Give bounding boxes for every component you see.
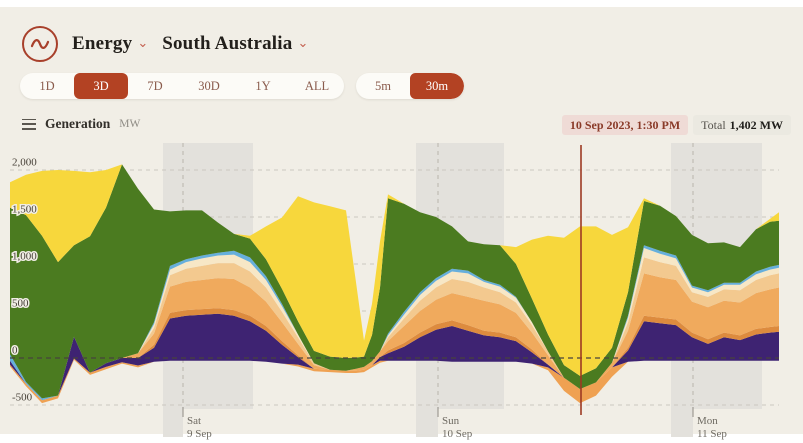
dashboard-panel: Energy ⌄ South Australia ⌄ 1D 3D 7D 30D 1Y AL… (0, 7, 803, 440)
chart-title: Generation (45, 116, 111, 131)
chevron-down-icon: ⌄ (137, 35, 149, 50)
time-toolbar: 1D 3D 7D 30D 1Y ALL 5m 30m (20, 73, 464, 99)
range-button-3d[interactable]: 3D (74, 73, 128, 99)
total-label: Total (701, 117, 726, 132)
chart-readout: 10 Sep 2023, 1:30 PM Total 1,402 MW (561, 115, 791, 135)
night-band-footer (671, 409, 693, 437)
total-badge: Total 1,402 MW (693, 115, 791, 135)
area-gas-ccgt (10, 273, 779, 401)
opennem-logo-icon[interactable] (22, 26, 58, 62)
interval-button-30m[interactable]: 30m (410, 73, 464, 99)
range-button-7d[interactable]: 7D (147, 79, 163, 93)
interval-button-group: 5m 30m (356, 73, 464, 99)
energy-menu[interactable]: Energy ⌄ (72, 33, 148, 55)
y-tick-label: 0 (12, 345, 18, 357)
y-tick-label: 500 (12, 298, 29, 310)
chart-unit: MW (119, 118, 141, 130)
area-wind (10, 164, 779, 399)
total-value: 1,402 MW (729, 117, 783, 132)
night-band-footer (416, 409, 438, 437)
hover-time-badge: 10 Sep 2023, 1:30 PM (561, 115, 689, 135)
range-button-1y[interactable]: 1Y (255, 79, 271, 93)
area-exports-rim (10, 358, 779, 404)
day-label: Sun (442, 415, 460, 427)
date-label: 10 Sep (442, 428, 473, 440)
generation-chart[interactable]: 2,000 1,500 1,000 500 0 -500 Sat 9 Sep Sun 10 Sep… (0, 137, 803, 441)
y-tick-label: 2,000 (12, 157, 37, 169)
night-band-footer (163, 409, 183, 437)
range-button-1d[interactable]: 1D (39, 79, 55, 93)
interval-button-5m[interactable]: 5m (375, 79, 391, 93)
chevron-down-icon: ⌄ (297, 35, 309, 50)
y-tick-label: -500 (12, 392, 33, 404)
area-imports (10, 313, 779, 401)
region-menu-label: South Australia (162, 33, 293, 54)
range-button-30d[interactable]: 30D (198, 79, 220, 93)
y-tick-label: 1,000 (12, 251, 37, 263)
sine-wave-icon (30, 38, 50, 50)
range-button-group: 1D 3D 7D 30D 1Y ALL (20, 73, 344, 99)
y-tick-label: 1,500 (12, 204, 37, 216)
series-menu-icon[interactable] (22, 118, 36, 130)
area-solar (10, 164, 779, 376)
header: Energy ⌄ South Australia ⌄ (22, 24, 308, 64)
day-label: Mon (697, 415, 718, 427)
range-button-all[interactable]: ALL (304, 79, 330, 93)
chart-header: Generation MW (22, 116, 140, 132)
energy-menu-label: Energy (72, 33, 133, 54)
day-label: Sat (187, 415, 201, 427)
region-menu[interactable]: South Australia ⌄ (162, 33, 308, 55)
date-label: 11 Sep (697, 428, 727, 440)
date-label: 9 Sep (187, 428, 212, 440)
